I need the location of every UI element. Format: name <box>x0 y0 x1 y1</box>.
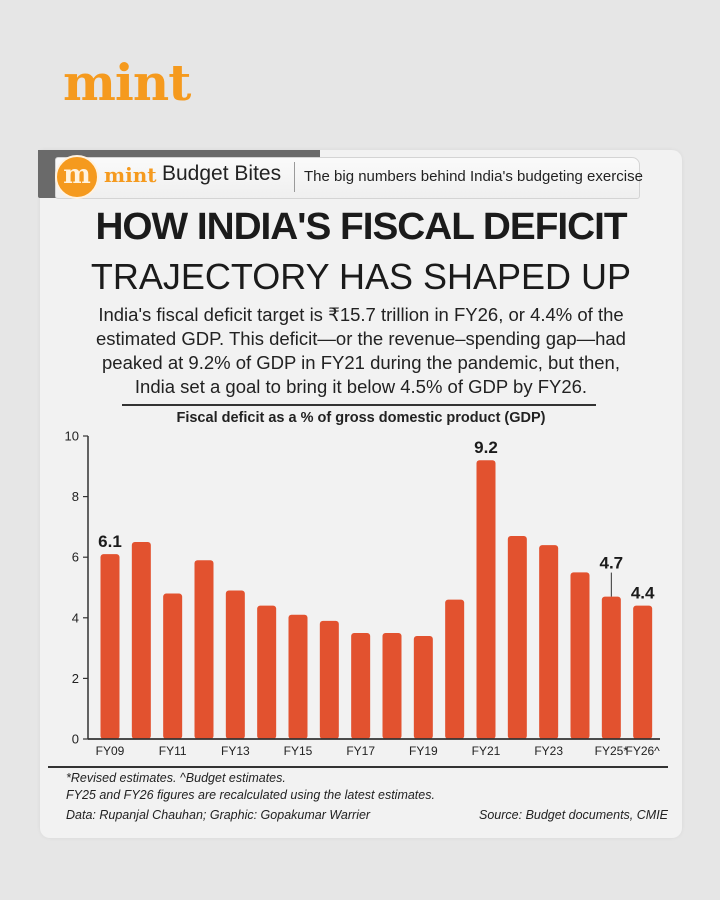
bar-fy25 <box>601 596 621 739</box>
bar-fy17 <box>351 632 371 739</box>
bar-fy22 <box>507 535 527 739</box>
mint-m-badge-icon: m <box>55 155 99 199</box>
bar-fy16 <box>319 620 339 739</box>
bar-fy19 <box>413 635 433 739</box>
x-tick-label: FY11 <box>159 744 187 758</box>
x-tick-label: FY19 <box>409 744 438 758</box>
data-label: 4.4 <box>631 584 655 603</box>
header-divider <box>294 162 295 192</box>
y-tick-label: 10 <box>65 429 79 444</box>
bar-fy13 <box>225 590 245 739</box>
bar-fy10 <box>131 542 151 739</box>
footnote-estimates: *Revised estimates. ^Budget estimates. <box>66 771 286 785</box>
x-tick-label: FY26^ <box>626 744 661 758</box>
x-tick-label: FY21 <box>472 744 501 758</box>
y-tick-label: 6 <box>72 550 79 565</box>
data-label: 6.1 <box>98 532 122 551</box>
header-tab-bar <box>38 150 320 158</box>
y-tick-label: 4 <box>72 610 79 625</box>
bar-fy18 <box>382 632 402 739</box>
bar-fy20 <box>445 599 465 739</box>
series-name: Budget Bites <box>162 162 282 185</box>
headline-line-1: HOW INDIA'S FISCAL DEFICIT <box>95 206 627 248</box>
bar-fy21 <box>476 460 496 739</box>
y-tick-label: 0 <box>72 732 79 747</box>
bar-fy14 <box>257 605 277 739</box>
bar-fy26 <box>633 605 653 739</box>
bar-fy23 <box>539 545 559 739</box>
y-tick-label: 8 <box>72 489 79 504</box>
badge-letter: m <box>63 160 91 190</box>
x-tick-label: FY13 <box>221 744 250 758</box>
bar-fy12 <box>194 560 214 739</box>
bar-fy24 <box>570 572 590 739</box>
source-line: Source: Budget documents, CMIE <box>479 808 668 822</box>
data-label: 9.2 <box>474 438 498 457</box>
bar-fy09 <box>100 554 120 739</box>
mint-logo: mint <box>63 53 191 112</box>
x-tick-label: FY15 <box>284 744 313 758</box>
footer-rule <box>48 766 668 768</box>
bar-fy11 <box>163 593 183 739</box>
x-tick-label: FY17 <box>346 744 375 758</box>
bar-chart: 0 2 4 6 8 10 FY09 FY11 FY13 FY15 FY17 FY19 FY21 FY23 F… <box>65 429 661 759</box>
intro-paragraph: India's fiscal deficit target is ₹15.7 t… <box>96 304 626 397</box>
series-brand: mint <box>104 163 157 187</box>
y-tick-label: 2 <box>72 671 79 686</box>
headline-line-2: TRAJECTORY HAS SHAPED UP <box>90 256 632 297</box>
bar-fy15 <box>288 614 308 739</box>
chart-title: Fiscal deficit as a % of gross domestic … <box>176 410 546 426</box>
x-tick-label: FY25* <box>595 744 629 758</box>
data-label: 4.7 <box>600 554 624 573</box>
x-tick-label: FY09 <box>96 744 125 758</box>
credit-line: Data: Rupanjal Chauhan; Graphic: Gopakum… <box>66 808 371 822</box>
divider-rule <box>122 404 596 406</box>
series-header <box>55 157 640 199</box>
series-tagline: The big numbers behind India's budgeting… <box>304 168 643 185</box>
x-tick-label: FY23 <box>534 744 563 758</box>
footnote-recalculation: FY25 and FY26 figures are recalculated u… <box>66 788 435 802</box>
header-tab-edge <box>38 150 60 198</box>
